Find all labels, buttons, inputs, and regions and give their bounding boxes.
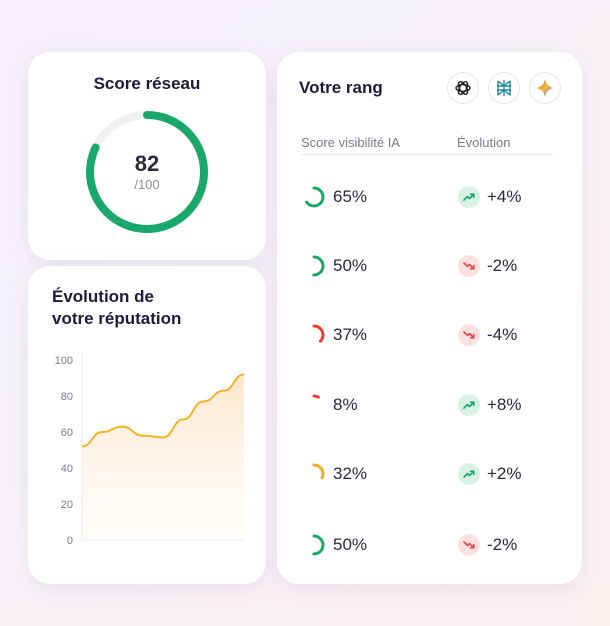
score-value: 82: [134, 151, 160, 176]
visibility-ring: [303, 255, 325, 277]
trend-up-icon: [458, 463, 480, 485]
reputation-title-line2: votre réputation: [52, 309, 182, 328]
visibility-score: 50%: [333, 535, 368, 554]
trend-down-icon: [458, 534, 480, 556]
network-score-title: Score réseau: [93, 74, 201, 93]
visibility-score: 37%: [333, 325, 368, 344]
trend-up-icon: [458, 186, 480, 208]
visibility-score: 65%: [333, 187, 368, 206]
y-tick-label: 100: [55, 355, 73, 367]
perplexity-icon[interactable]: [488, 72, 520, 104]
header-divider: [301, 154, 553, 155]
rank-row: 65% +4%: [277, 182, 582, 212]
visibility-score: 50%: [333, 256, 368, 275]
gemini-icon[interactable]: [529, 72, 561, 104]
rank-row: 32% +2%: [277, 459, 582, 489]
column-header-evolution: Évolution: [457, 135, 511, 150]
evolution-value: +4%: [487, 187, 522, 206]
column-header-score: Score visibilité IA: [301, 135, 400, 150]
openai-icon[interactable]: [447, 72, 479, 104]
visibility-ring: [303, 324, 325, 346]
visibility-score: 32%: [333, 464, 368, 483]
rank-row: 50% -2%: [277, 251, 582, 281]
rank-row: 8% +8%: [277, 390, 582, 420]
reputation-card: Évolution de votre réputation 100 80 60 40 2…: [28, 266, 266, 584]
visibility-ring: [303, 394, 325, 416]
evolution-value: -2%: [487, 535, 518, 554]
y-tick-label: 80: [61, 391, 73, 403]
network-score-card: Score réseau 82 /100: [28, 52, 266, 260]
y-tick-label: 0: [67, 535, 73, 546]
gauge-progress-arc: [86, 111, 208, 233]
reputation-area-chart: 100 80 60 40 20 0: [55, 352, 245, 546]
evolution-value: +8%: [487, 395, 522, 414]
trend-down-icon: [458, 324, 480, 346]
evolution-value: -2%: [487, 256, 518, 275]
y-tick-label: 20: [61, 499, 73, 511]
visibility-ring: [303, 463, 325, 485]
visibility-ring: [303, 186, 325, 208]
rank-row: 37% -4%: [277, 320, 582, 350]
score-gauge: [86, 111, 208, 233]
visibility-score: 8%: [333, 395, 358, 414]
reputation-title: Évolution de votre réputation: [52, 286, 252, 330]
evolution-value: +2%: [487, 464, 522, 483]
reputation-line: [81, 373, 245, 448]
y-tick-label: 60: [61, 427, 73, 439]
rank-title: Votre rang: [299, 78, 383, 97]
trend-down-icon: [458, 255, 480, 277]
trend-up-icon: [458, 394, 480, 416]
reputation-area-fill: [82, 374, 244, 540]
score-max-label: /100: [134, 177, 160, 192]
rank-row: 50% -2%: [277, 530, 582, 560]
y-tick-label: 40: [61, 463, 73, 475]
visibility-ring: [303, 534, 325, 556]
evolution-value: -4%: [487, 325, 518, 344]
rank-card: Votre rang: [277, 52, 582, 584]
reputation-title-line1: Évolution de: [52, 287, 154, 306]
